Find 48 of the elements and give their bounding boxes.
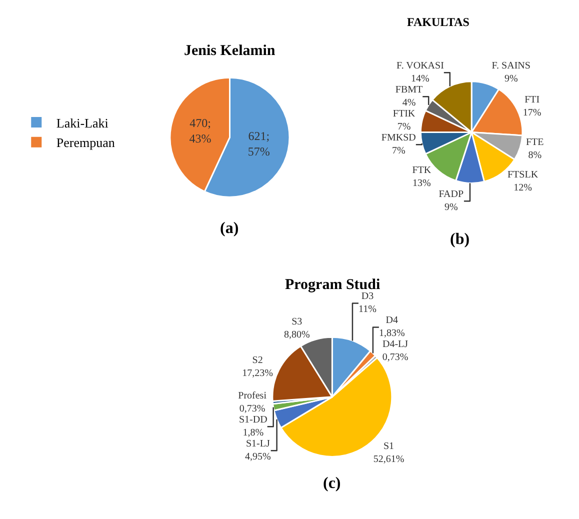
data-label: 17% xyxy=(522,108,542,119)
slice-label: Profesi xyxy=(238,390,267,402)
data-label: 4% xyxy=(402,98,416,109)
slice-label: FMKSD xyxy=(381,132,416,144)
data-label: 621; 57% xyxy=(248,128,270,159)
data-label: 13% xyxy=(412,178,431,190)
slice-label: S1-DD xyxy=(238,414,268,426)
data-label: 9% xyxy=(504,73,518,84)
slice-label: FTSLK xyxy=(508,169,539,180)
data-label: 0,73% xyxy=(239,404,266,415)
slice-label: F. VOKASI xyxy=(396,60,444,72)
data-label: 0,73% xyxy=(382,352,408,364)
slice-label: S2 xyxy=(252,355,263,366)
data-label: 1,83% xyxy=(378,328,405,340)
data-label: 11% xyxy=(358,304,376,316)
data-label: 1,8% xyxy=(242,428,264,439)
data-label: 17,23% xyxy=(242,368,273,380)
data-label: 8% xyxy=(528,150,542,162)
data-label: 470; 43% xyxy=(189,116,212,146)
data-label: 14% xyxy=(411,74,430,85)
slice-label: FTIK xyxy=(392,108,416,120)
legend-label: Perempuan xyxy=(56,135,116,150)
slice-label: S1-LJ xyxy=(246,438,270,450)
text: (b) xyxy=(450,231,470,248)
chart-title: Program Studi xyxy=(285,277,380,293)
slice-label: S1 xyxy=(383,441,394,452)
slice-label: D4-LJ xyxy=(382,339,408,350)
data-label: 12% xyxy=(514,182,532,194)
data-label: 9% xyxy=(444,202,458,214)
slice-label: FTK xyxy=(412,165,432,176)
data-label: 4,95% xyxy=(244,452,271,463)
slice-label: FADP xyxy=(438,189,464,200)
slice-label: D4 xyxy=(386,315,398,326)
chart-title: Jenis Kelamin xyxy=(184,43,276,59)
data-label: 7% xyxy=(392,146,406,157)
data-label: 8,80% xyxy=(284,329,310,340)
text: (c) xyxy=(323,475,341,492)
slice-label: FTE xyxy=(526,137,544,148)
slice-label: FTI xyxy=(524,94,540,106)
data-label: 52,61% xyxy=(373,454,404,466)
chart-title: FAKULTAS xyxy=(407,15,470,29)
slice-label: D3 xyxy=(361,291,374,302)
data-label: 7% xyxy=(397,122,411,133)
slice-label: FBMT xyxy=(395,84,423,96)
text: (a) xyxy=(220,220,239,237)
slice-label: S3 xyxy=(292,316,302,328)
legend-label: Laki-Laki xyxy=(56,115,109,130)
slice-label: F. SAINS xyxy=(492,60,530,72)
